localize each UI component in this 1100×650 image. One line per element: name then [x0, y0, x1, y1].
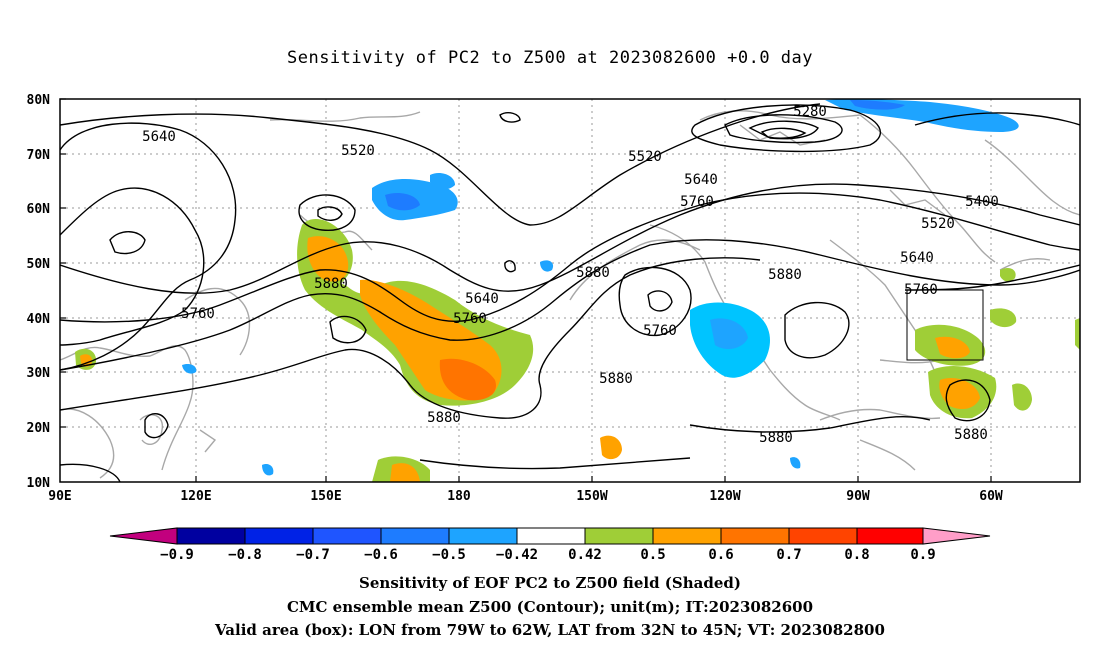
lat-label: 20N	[27, 421, 51, 436]
colorbar-tick-label: −0.8	[228, 547, 262, 563]
colorbar-tick-label: −0.5	[432, 547, 466, 563]
grid-lines	[60, 99, 1080, 482]
contour-label: 5640	[900, 250, 934, 266]
contour-label: 5760	[181, 306, 215, 322]
colorbar-tick-label: 0.42	[568, 547, 602, 563]
contour-label: 5880	[768, 267, 802, 283]
contour-label: 5760	[643, 323, 677, 339]
colorbar-cell	[652, 527, 722, 545]
colorbar-tick-label: 0.9	[910, 547, 935, 563]
contour-label: 5880	[314, 276, 348, 292]
colorbar-cell	[244, 527, 314, 545]
lon-label: 180	[447, 489, 471, 504]
axis-ticks	[60, 98, 992, 482]
caption-contour: CMC ensemble mean Z500 (Contour); unit(m…	[286, 598, 814, 616]
caption-valid-area: Valid area (box): LON from 79W to 62W, L…	[215, 621, 885, 639]
z500-contours	[60, 103, 1080, 482]
colorbar-tick-label: −0.42	[496, 547, 538, 563]
latitude-labels: 80N 70N 60N 50N 40N 30N 20N 10N	[27, 93, 51, 491]
contour-label: 5640	[684, 172, 718, 188]
lat-label: 60N	[27, 202, 51, 217]
map-title: Sensitivity of PC2 to Z500 at 2023082600…	[286, 48, 813, 68]
lon-label: 150E	[310, 489, 341, 504]
colorbar-tick-label: 0.8	[844, 547, 869, 563]
colorbar-high-triangle	[922, 527, 991, 545]
colorbar-cell	[584, 527, 654, 545]
contour-label: 5880	[427, 410, 461, 426]
contour-label: 5760	[453, 311, 487, 327]
colorbar	[109, 527, 991, 545]
lat-label: 30N	[27, 366, 51, 381]
map-frame	[59, 98, 1081, 483]
colorbar-low-triangle	[109, 527, 178, 545]
contour-label: 5880	[576, 265, 610, 281]
contour-label-layer: 5280 5640 5520 5520 5640 5760 5400 5520 …	[142, 104, 999, 446]
caption-shading: Sensitivity of EOF PC2 to Z500 field (Sh…	[359, 574, 741, 592]
lon-label: 120E	[180, 489, 211, 504]
lon-label: 90E	[48, 489, 71, 504]
colorbar-cell	[788, 527, 858, 545]
longitude-labels: 90E 120E 150E 180 150W 120W 90W 60W	[48, 489, 1003, 504]
colorbar-cell	[448, 527, 518, 545]
colorbar-cell	[516, 527, 586, 545]
contour-label: 5880	[599, 371, 633, 387]
colorbar-cell	[312, 527, 382, 545]
colorbar-cell	[380, 527, 450, 545]
lat-label: 80N	[27, 93, 51, 108]
valid-area-box	[906, 289, 984, 361]
contour-label: 5640	[465, 291, 499, 307]
lon-label: 120W	[709, 489, 740, 504]
lat-label: 10N	[27, 476, 51, 491]
colorbar-cell	[720, 527, 790, 545]
colorbar-tick-label: 0.5	[640, 547, 665, 563]
contour-label: 5280	[793, 104, 827, 120]
contour-label: 5880	[759, 430, 793, 446]
lon-label: 150W	[576, 489, 607, 504]
colorbar-tick-label: −0.7	[296, 547, 330, 563]
contour-label: 5880	[954, 427, 988, 443]
colorbar-tick-label: −0.9	[160, 547, 194, 563]
negative-sensitivity-areas	[182, 99, 1019, 476]
contour-label: 5640	[142, 129, 176, 145]
contour-label: 5520	[628, 149, 662, 165]
colorbar-tick-label: 0.7	[776, 547, 801, 563]
contour-label: 5520	[921, 216, 955, 232]
colorbar-tick-label: 0.6	[708, 547, 733, 563]
contour-label: 5760	[904, 282, 938, 298]
colorbar-cell	[176, 527, 246, 545]
colorbar-cell	[856, 527, 924, 545]
lat-label: 40N	[27, 312, 51, 327]
contour-label: 5400	[965, 194, 999, 210]
lat-label: 70N	[27, 148, 51, 163]
lon-label: 60W	[979, 489, 1003, 504]
contour-label: 5520	[341, 143, 375, 159]
contour-label: 5760	[680, 194, 714, 210]
lon-label: 90W	[846, 489, 870, 504]
lat-label: 50N	[27, 257, 51, 272]
colorbar-tick-labels: −0.9 −0.8 −0.7 −0.6 −0.5 −0.42 0.42 0.5 …	[160, 547, 936, 563]
colorbar-tick-label: −0.6	[364, 547, 398, 563]
